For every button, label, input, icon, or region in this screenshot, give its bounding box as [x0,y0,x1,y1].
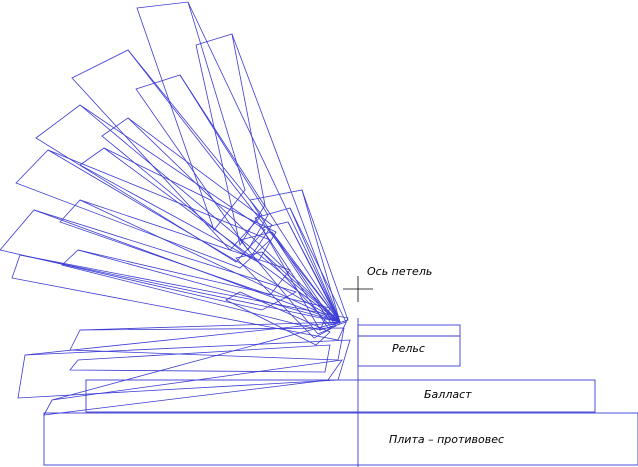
loop-axis-cross [343,276,373,302]
fan-connection-line [24,321,341,356]
ballast-block [85,379,596,413]
fan-connection-line [179,74,341,323]
fan-panel [135,74,269,251]
fan-connection-line [33,209,341,323]
rail-label: Рельс [392,342,425,355]
fan-connection-line [19,254,341,323]
fan-connection-line [127,117,341,323]
fan-panel [43,359,343,416]
fan-connection-line [103,147,341,323]
fan-connection-line [231,33,341,323]
fan-connection-line [271,231,341,323]
slab-label: Плита – противовес [389,433,504,446]
fan-panel [101,117,273,259]
fan-panel [249,189,349,326]
fan-connection-line [289,207,341,323]
fan-panel [17,339,351,399]
fan-panel [136,1,246,231]
fan-panel [35,104,266,263]
fan-connection-line [127,49,341,323]
fan-connection-line [187,1,341,323]
fan-panel [225,291,331,346]
rotating-panels-fan [0,1,351,416]
fan-panel [11,254,349,341]
fan-panel [0,209,298,311]
fan-connection-line [79,199,341,323]
fan-panel [79,147,277,263]
fan-panel [261,221,341,331]
fan-connection-line [79,321,341,331]
fan-connection-line [79,104,341,323]
ballast-label: Балласт [424,388,472,401]
fan-connection-line [51,321,341,401]
fan-panel [239,231,337,335]
fan-panel [71,49,263,251]
fixed-parts [43,318,638,467]
fan-connection-line [261,251,341,323]
fan-connection-line [77,249,341,323]
fan-panel [61,249,331,331]
fan-panel [69,344,331,373]
fan-connection-line [287,221,341,323]
fan-connection-line [301,189,341,323]
fan-panel [69,327,345,361]
fan-connection-line [47,149,341,323]
fan-panel [195,33,266,247]
loop-axis-label: Ось петель [367,265,432,278]
slab-block [43,412,638,466]
